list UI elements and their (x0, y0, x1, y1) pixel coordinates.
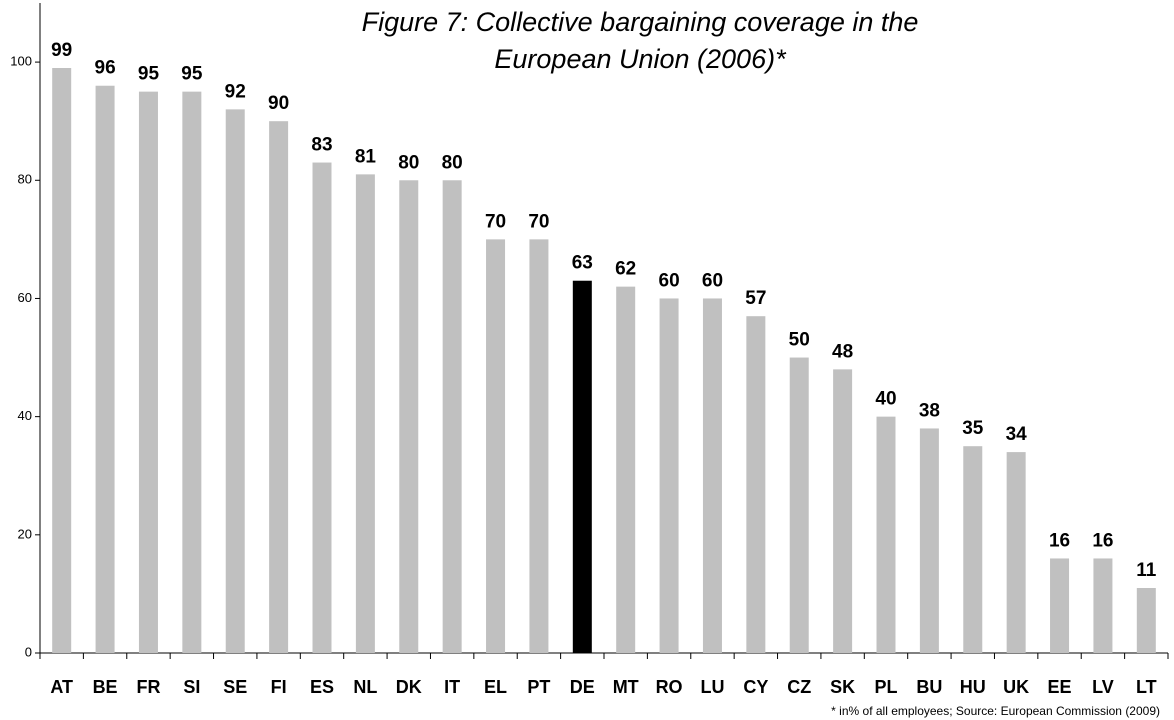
x-tick-label: FI (271, 677, 287, 697)
x-tick-label: SI (183, 677, 200, 697)
x-tick-label: MT (613, 677, 639, 697)
value-label: 95 (181, 64, 203, 85)
bar (659, 298, 679, 653)
x-tick-label: ES (310, 677, 334, 697)
bar (702, 298, 722, 653)
value-label: 62 (615, 259, 636, 280)
bar (269, 121, 289, 653)
footnote: * in% of all employees; Source: European… (831, 704, 1160, 718)
bar (399, 180, 419, 654)
x-tick-label: EL (484, 677, 507, 697)
x-tick-label: LU (700, 677, 724, 697)
x-tick-label: UK (1003, 677, 1029, 697)
bar (95, 85, 115, 653)
bar (52, 68, 72, 653)
value-label: 35 (962, 418, 984, 439)
bar (529, 239, 549, 653)
x-tick-label: DE (570, 677, 595, 697)
x-tick-label: BU (916, 677, 942, 697)
value-label: 11 (1136, 560, 1157, 581)
x-tick-label: PL (874, 677, 897, 697)
bar (746, 316, 766, 653)
x-tick-label: EE (1048, 677, 1072, 697)
value-label: 60 (702, 270, 723, 291)
bar (876, 416, 896, 653)
bar (1050, 558, 1070, 653)
bar (486, 239, 506, 653)
x-tick-label: PT (527, 677, 550, 697)
bar (572, 280, 592, 653)
x-tick-label: LV (1092, 677, 1114, 697)
value-label: 99 (51, 40, 72, 61)
value-label: 40 (875, 389, 896, 410)
chart-title: Figure 7: Collective bargaining coverage… (362, 7, 919, 37)
value-label: 90 (268, 93, 289, 114)
value-label: 57 (745, 288, 766, 309)
x-tick-label: CY (743, 677, 768, 697)
y-tick-label: 80 (18, 172, 32, 187)
bar (833, 369, 853, 653)
x-tick-label: BE (93, 677, 118, 697)
bar (138, 91, 158, 654)
x-tick-label: DK (396, 677, 422, 697)
value-label: 96 (95, 58, 116, 79)
x-tick-label: CZ (787, 677, 811, 697)
x-tick-label: HU (960, 677, 986, 697)
value-label: 16 (1092, 530, 1113, 551)
y-tick-label: 100 (10, 54, 32, 69)
bar (1136, 588, 1156, 653)
value-label: 70 (485, 211, 506, 232)
bar (225, 109, 245, 653)
x-tick-label: SK (830, 677, 855, 697)
value-label: 95 (138, 64, 160, 85)
value-label: 48 (832, 341, 853, 362)
x-tick-label: LT (1136, 677, 1157, 697)
x-tick-label: SE (223, 677, 247, 697)
x-tick-label: FR (136, 677, 160, 697)
bar (919, 428, 939, 653)
bar (182, 91, 202, 654)
value-label: 81 (355, 146, 377, 167)
bar (1093, 558, 1113, 653)
y-tick-label: 60 (18, 290, 32, 305)
x-tick-label: RO (656, 677, 683, 697)
y-tick-label: 40 (18, 408, 32, 423)
value-label: 80 (442, 152, 463, 173)
bar (312, 162, 332, 653)
value-label: 63 (572, 253, 593, 274)
x-tick-label: AT (50, 677, 73, 697)
y-tick-label: 0 (25, 644, 32, 659)
value-label: 80 (398, 152, 419, 173)
y-tick-label: 20 (18, 526, 32, 541)
bar (963, 446, 983, 653)
bar (1006, 452, 1026, 653)
value-label: 38 (919, 400, 940, 421)
value-label: 60 (659, 270, 680, 291)
bar (442, 180, 462, 654)
x-tick-label: IT (444, 677, 460, 697)
value-label: 16 (1049, 530, 1070, 551)
value-label: 34 (1006, 424, 1028, 445)
x-tick-label: NL (353, 677, 377, 697)
value-label: 92 (225, 81, 246, 102)
bar (355, 174, 375, 653)
bar (789, 357, 809, 653)
bar (616, 286, 636, 653)
chart-title: European Union (2006)* (494, 44, 787, 74)
value-label: 70 (528, 211, 549, 232)
value-label: 83 (311, 135, 332, 156)
value-label: 50 (789, 330, 810, 351)
